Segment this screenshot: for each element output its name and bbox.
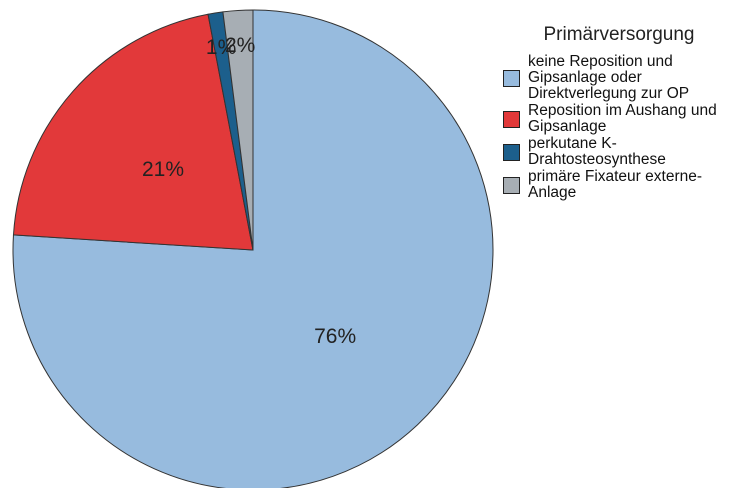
pie-slice — [12, 13, 254, 251]
data-label: 21% — [142, 158, 184, 181]
legend-label: perkutane K-Drahtosteosynthese — [528, 135, 666, 168]
legend-entry: perkutane K-Drahtosteosynthese — [503, 136, 725, 168]
pie-slice — [222, 9, 254, 251]
pie-slice — [12, 9, 494, 488]
legend-entry: primäre Fixateur externe-Anlage — [503, 169, 725, 201]
legend-swatch — [503, 176, 520, 194]
legend-label: Reposition im Aushang und Gipsanlage — [528, 102, 717, 135]
legend-entry: keine Reposition und Gipsanlage oder Dir… — [503, 54, 725, 102]
legend-label: primäre Fixateur externe-Anlage — [528, 168, 703, 201]
legend-swatch — [503, 69, 520, 87]
legend: Primärversorgung keine Reposition und Gi… — [503, 24, 725, 202]
data-label: 2% — [225, 34, 255, 57]
legend-title: Primärversorgung — [543, 24, 695, 45]
legend-swatch — [503, 110, 520, 128]
data-label: 76% — [314, 325, 356, 348]
legend-swatch — [503, 143, 520, 161]
legend-entry: Reposition im Aushang und Gipsanlage — [503, 103, 725, 135]
data-label: 1% — [206, 36, 236, 59]
legend-label: keine Reposition und Gipsanlage oder Dir… — [528, 53, 690, 102]
